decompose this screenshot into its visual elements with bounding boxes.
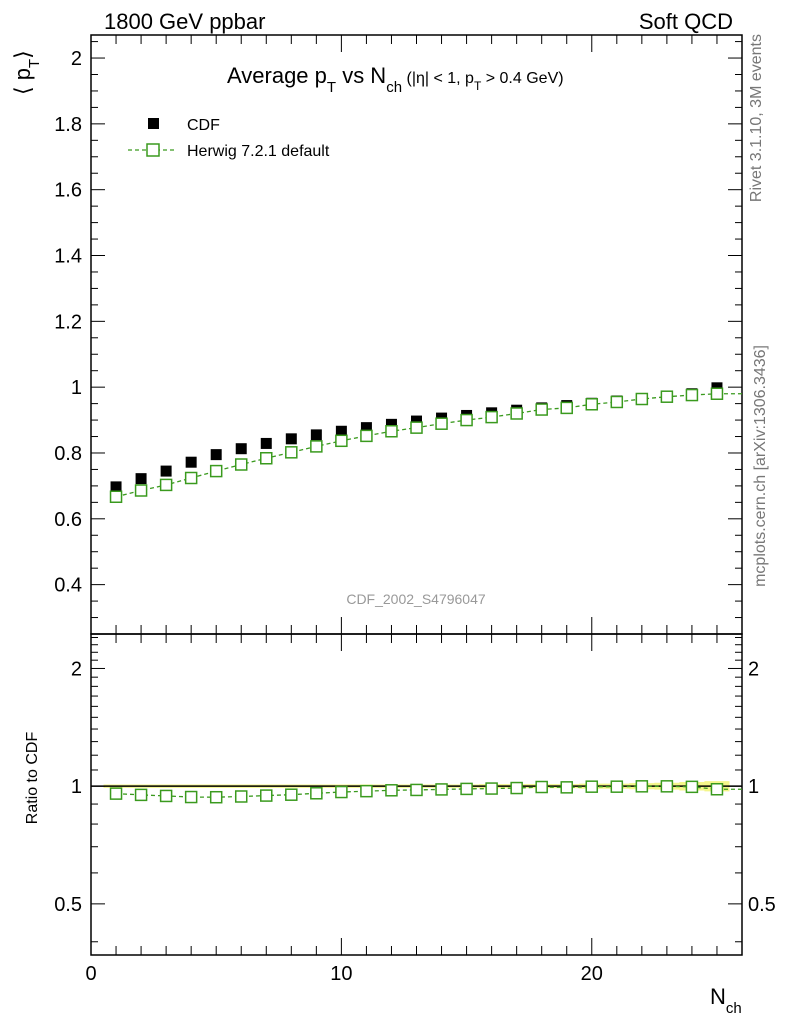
ratio-herwig-point xyxy=(460,782,473,796)
ratio-panel: 0 10 20 0.5 0.5 1 1 2 2 xyxy=(54,633,776,985)
ratio-herwig-point xyxy=(710,782,724,796)
analysis-watermark: CDF_2002_S4796047 xyxy=(346,591,486,607)
cdf-point xyxy=(160,465,172,477)
herwig-point xyxy=(535,403,548,416)
herwig-point xyxy=(585,398,599,411)
x-tick-label: 20 xyxy=(581,963,603,985)
herwig-point xyxy=(510,407,523,420)
cdf-point xyxy=(310,429,322,441)
herwig-line xyxy=(115,393,717,498)
main-panel: 0.4 0.6 0.8 1 1.2 1.4 1.6 1.8 2 xyxy=(54,34,743,635)
ratio-herwig-point xyxy=(485,782,498,795)
x-axis-label: Nch xyxy=(710,984,742,1017)
main-y-tick-label: 1.8 xyxy=(54,114,82,136)
herwig-point xyxy=(435,417,448,430)
ratio-herwig-point xyxy=(260,789,273,802)
ratio-herwig-point xyxy=(209,790,223,804)
herwig-point xyxy=(485,410,498,424)
main-y-tick-label: 0.4 xyxy=(54,575,82,597)
herwig-point xyxy=(209,464,223,478)
ratio-herwig-point xyxy=(585,780,599,793)
herwig-point xyxy=(109,490,123,504)
ratio-herwig-point xyxy=(410,783,423,797)
x-tick-label: 10 xyxy=(330,963,352,985)
legend-herwig-label: Herwig 7.2.1 default xyxy=(187,143,330,160)
cdf-point xyxy=(411,415,422,427)
legend-herwig-marker xyxy=(146,143,160,157)
cdf-point xyxy=(110,481,122,493)
legend-cdf-label: CDF xyxy=(187,117,220,134)
ratio-y-tick-label-left: 1 xyxy=(71,776,82,798)
ratio-y-tick-label-right: 0.5 xyxy=(748,894,776,916)
ratio-herwig-point xyxy=(635,780,649,793)
ratio-herwig-point xyxy=(109,787,123,800)
main-y-axis-label: ⟨ pT⟩ xyxy=(10,50,43,95)
herwig-point xyxy=(234,458,248,471)
header-right: Soft QCD xyxy=(639,9,733,34)
header-left: 1800 GeV ppbar xyxy=(104,9,265,34)
ratio-herwig-point xyxy=(535,780,548,794)
cdf-point xyxy=(235,443,247,455)
ratio-herwig-point xyxy=(360,784,373,798)
herwig-point xyxy=(635,392,649,406)
legend-cdf-marker xyxy=(148,118,159,129)
plot-title: Average pT vs Nch (|η| < 1, pT > 0.4 GeV… xyxy=(227,63,564,96)
ratio-herwig-point xyxy=(184,790,198,804)
legend: CDF Herwig 7.2.1 default xyxy=(128,117,330,160)
herwig-point xyxy=(660,390,674,403)
main-y-tick-label: 0.6 xyxy=(54,509,82,531)
x-tick-label: 0 xyxy=(85,963,96,985)
herwig-point xyxy=(360,429,373,443)
main-y-tick-label: 1.6 xyxy=(54,180,82,202)
cdf-point xyxy=(135,473,147,485)
cdf-point xyxy=(360,422,372,434)
herwig-point xyxy=(184,471,198,485)
herwig-point xyxy=(335,434,348,448)
ratio-herwig-point xyxy=(234,790,248,803)
ratio-y-tick-label-left: 2 xyxy=(71,658,82,680)
main-y-tick-label: 0.8 xyxy=(54,443,82,465)
herwig-point xyxy=(460,413,473,427)
herwig-point xyxy=(310,440,323,453)
main-y-tick-label: 1.4 xyxy=(54,246,82,268)
herwig-point xyxy=(159,478,173,492)
ratio-herwig-point xyxy=(560,781,573,794)
cdf-point xyxy=(260,437,272,449)
ratio-y-tick-label-right: 1 xyxy=(748,776,759,798)
cdf-point xyxy=(210,449,222,461)
rivet-label: Rivet 3.1.10, 3M events xyxy=(748,34,765,202)
cdf-point xyxy=(385,418,397,430)
main-y-tick-label: 2 xyxy=(71,48,82,70)
herwig-point xyxy=(134,484,148,497)
cdf-point xyxy=(335,425,347,437)
main-y-tick-label: 1 xyxy=(71,377,82,399)
ratio-herwig-point xyxy=(385,784,398,797)
main-y-tick-label: 1.2 xyxy=(54,311,82,333)
ratio-herwig-point xyxy=(134,788,148,802)
ratio-herwig-point xyxy=(610,780,624,793)
herwig-point xyxy=(710,387,724,400)
ratio-y-axis-label: Ratio to CDF xyxy=(24,732,41,825)
mcplots-label: mcplots.cern.ch [arXiv:1306.3436] xyxy=(752,345,769,587)
ratio-herwig-point xyxy=(285,788,298,801)
ratio-herwig-point xyxy=(335,785,348,799)
ratio-y-tick-label-left: 0.5 xyxy=(54,894,82,916)
ratio-herwig-point xyxy=(510,781,523,795)
herwig-point xyxy=(410,421,423,434)
ratio-herwig-point xyxy=(159,789,173,803)
herwig-point xyxy=(385,425,398,438)
herwig-point xyxy=(285,446,298,459)
ratio-y-tick-label-right: 2 xyxy=(748,658,759,680)
herwig-point xyxy=(260,451,273,465)
cdf-point xyxy=(285,433,297,445)
herwig-point xyxy=(560,401,573,415)
ratio-herwig-point xyxy=(435,783,448,796)
cdf-point xyxy=(185,456,197,468)
herwig-point xyxy=(610,395,624,409)
ratio-herwig-point xyxy=(310,787,323,800)
ratio-herwig-point xyxy=(685,780,699,794)
ratio-herwig-point xyxy=(660,780,674,793)
herwig-point xyxy=(685,388,699,402)
